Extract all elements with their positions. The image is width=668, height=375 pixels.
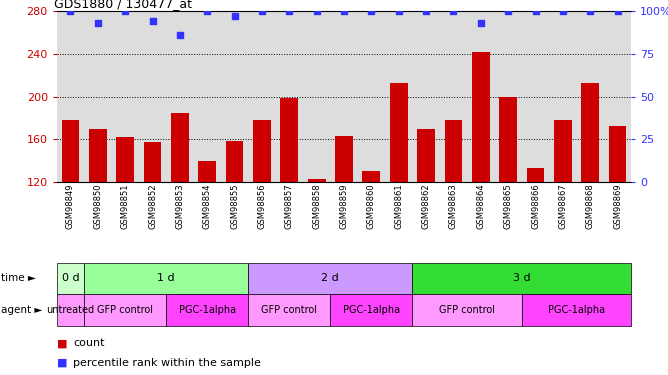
Bar [308, 178, 325, 182]
Bar [226, 141, 243, 182]
Text: percentile rank within the sample: percentile rank within the sample [73, 358, 261, 368]
Bar [554, 120, 572, 182]
Bar [581, 83, 599, 182]
Bar [144, 142, 162, 182]
Bar [418, 129, 435, 182]
Text: GFP control: GFP control [439, 305, 495, 315]
Text: ■: ■ [57, 358, 71, 368]
Bar [116, 137, 134, 182]
Point [339, 8, 349, 14]
Text: PGC-1alpha: PGC-1alpha [548, 305, 605, 315]
Bar [281, 98, 298, 182]
Point [92, 20, 103, 26]
Bar [253, 120, 271, 182]
Text: 3 d: 3 d [513, 273, 530, 284]
Bar [363, 171, 380, 182]
Point [202, 8, 212, 14]
Text: 2 d: 2 d [321, 273, 339, 284]
Bar [445, 120, 462, 182]
Text: 1 d: 1 d [158, 273, 175, 284]
Bar [171, 112, 189, 182]
Point [257, 8, 267, 14]
Text: count: count [73, 338, 105, 348]
Point [448, 8, 459, 14]
Text: GFP control: GFP control [97, 305, 153, 315]
Point [65, 8, 75, 14]
Point [174, 32, 185, 38]
Point [366, 8, 377, 14]
Point [147, 18, 158, 24]
Point [393, 8, 404, 14]
Point [229, 13, 240, 20]
Point [558, 8, 568, 14]
Text: ■: ■ [57, 338, 71, 348]
Bar [198, 160, 216, 182]
Text: time ►: time ► [1, 273, 35, 284]
Bar [61, 120, 79, 182]
Text: 0 d: 0 d [61, 273, 79, 284]
Bar [390, 83, 407, 182]
Text: PGC-1alpha: PGC-1alpha [178, 305, 236, 315]
Point [476, 20, 486, 26]
Bar [89, 129, 107, 182]
Point [613, 8, 623, 14]
Bar [335, 136, 353, 182]
Text: GDS1880 / 130477_at: GDS1880 / 130477_at [54, 0, 192, 10]
Text: PGC-1alpha: PGC-1alpha [343, 305, 400, 315]
Text: untreated: untreated [46, 305, 94, 315]
Bar [472, 52, 490, 182]
Point [530, 8, 541, 14]
Point [503, 8, 514, 14]
Point [284, 8, 295, 14]
Point [120, 8, 130, 14]
Point [421, 8, 432, 14]
Text: GFP control: GFP control [261, 305, 317, 315]
Text: agent ►: agent ► [1, 305, 42, 315]
Bar [499, 97, 517, 182]
Bar [526, 168, 544, 182]
Point [585, 8, 596, 14]
Point [311, 8, 322, 14]
Bar [609, 126, 627, 182]
